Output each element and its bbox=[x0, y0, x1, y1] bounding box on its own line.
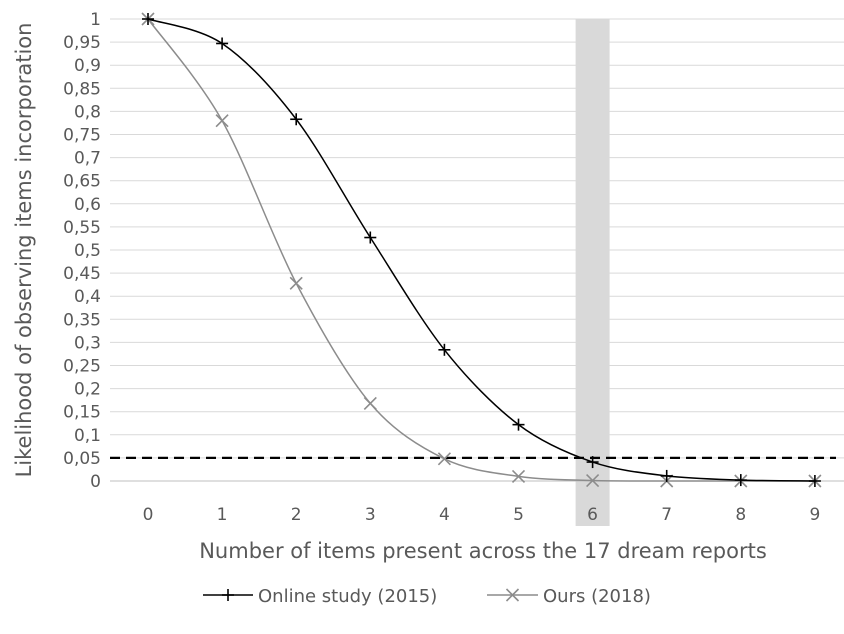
legend-marker bbox=[222, 589, 234, 601]
y-tick-label: 0,75 bbox=[63, 126, 101, 146]
y-axis-label: Likelihood of observing items incorporat… bbox=[12, 23, 36, 478]
data-point-marker bbox=[808, 475, 821, 487]
data-point-marker bbox=[511, 469, 526, 483]
data-point-marker bbox=[660, 469, 673, 482]
x-tick-label: 6 bbox=[587, 505, 598, 525]
legend-item: Online study (2015) bbox=[203, 586, 437, 607]
data-point-marker bbox=[289, 276, 303, 290]
data-point-marker bbox=[734, 474, 747, 487]
series-line bbox=[147, 18, 815, 482]
y-tick-label: 1 bbox=[90, 10, 101, 30]
x-tick-label: 7 bbox=[661, 505, 672, 525]
y-tick-label: 0,9 bbox=[74, 56, 101, 76]
y-tick-label: 0,5 bbox=[74, 241, 101, 261]
highlight-band-layer bbox=[575, 19, 610, 526]
gridlines bbox=[110, 18, 844, 482]
x-tick-label: 8 bbox=[735, 505, 746, 525]
y-tick-label: 0,35 bbox=[63, 310, 101, 330]
x-axis-ticks: 0 1 2 3 4 5 6 7 8 9 bbox=[143, 505, 821, 525]
x-tick-label: 2 bbox=[291, 505, 302, 525]
legend-item: Ours (2018) bbox=[487, 586, 651, 607]
y-tick-label: 0,15 bbox=[63, 403, 101, 423]
data-point-marker bbox=[364, 231, 377, 244]
data-point-marker bbox=[437, 452, 451, 466]
y-tick-label: 0,2 bbox=[74, 380, 101, 400]
data-point-marker bbox=[290, 113, 303, 126]
y-tick-label: 0,95 bbox=[63, 33, 101, 53]
y-tick-label: 0,8 bbox=[74, 102, 101, 122]
y-tick-label: 0 bbox=[90, 472, 101, 492]
data-point-marker bbox=[216, 37, 229, 50]
y-tick-label: 0,1 bbox=[74, 426, 101, 446]
series-layer bbox=[141, 12, 822, 488]
y-axis-ticks: 0 0,05 0,1 0,15 0,2 0,25 0,3 0,35 0,4 0,45 0,5 0,55… bbox=[63, 10, 101, 492]
y-tick-label: 0,05 bbox=[63, 449, 101, 469]
y-tick-label: 0,4 bbox=[74, 287, 101, 307]
data-point-marker bbox=[142, 13, 154, 25]
highlight-band bbox=[575, 19, 610, 526]
x-tick-label: 3 bbox=[365, 505, 376, 525]
data-point-marker bbox=[512, 418, 525, 431]
x-tick-label: 0 bbox=[143, 505, 154, 525]
legend-label: Ours (2018) bbox=[543, 586, 651, 607]
x-tick-label: 1 bbox=[217, 505, 228, 525]
series-plus bbox=[142, 13, 821, 487]
data-point-marker bbox=[586, 456, 599, 469]
x-tick-label: 9 bbox=[809, 505, 820, 525]
data-point-marker bbox=[586, 473, 600, 488]
y-tick-label: 0,6 bbox=[74, 195, 101, 215]
y-tick-label: 0,3 bbox=[74, 333, 101, 353]
data-point-marker bbox=[363, 396, 377, 410]
y-tick-label: 0,65 bbox=[63, 172, 101, 192]
y-tick-label: 0,7 bbox=[74, 149, 101, 169]
y-tick-label: 0,85 bbox=[63, 79, 101, 99]
y-tick-label: 0,45 bbox=[63, 264, 101, 284]
legend: Online study (2015) Ours (2018) bbox=[203, 586, 651, 607]
data-point-marker bbox=[215, 114, 229, 128]
x-axis-label: Number of items present across the 17 dr… bbox=[199, 539, 767, 563]
legend-marker bbox=[505, 588, 520, 602]
x-tick-label: 4 bbox=[439, 505, 450, 525]
legend-label: Online study (2015) bbox=[258, 586, 437, 607]
x-tick-label: 5 bbox=[513, 505, 524, 525]
data-point-marker bbox=[438, 343, 451, 356]
y-tick-label: 0,25 bbox=[63, 357, 101, 377]
y-tick-label: 0,55 bbox=[63, 218, 101, 238]
